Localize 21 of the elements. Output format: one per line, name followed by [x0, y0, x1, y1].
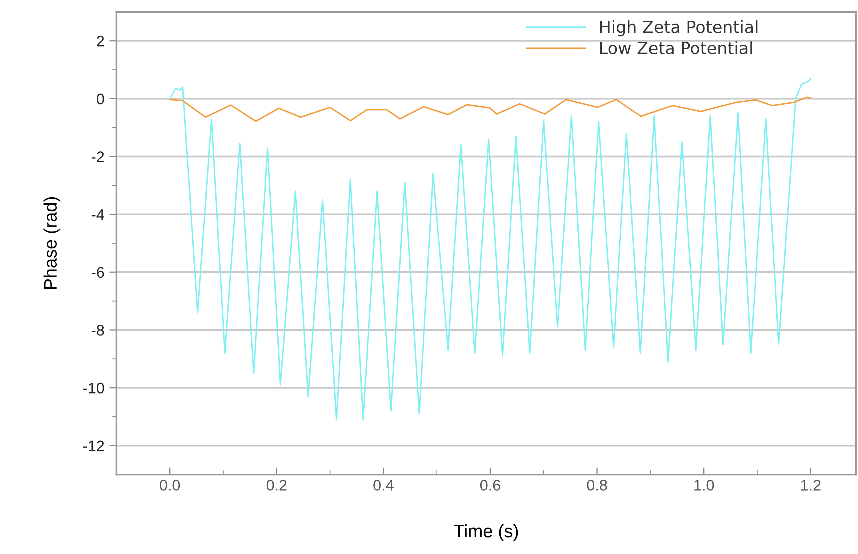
- x-tick-label: 1.2: [801, 480, 821, 491]
- y-tick-label: -8: [92, 325, 104, 336]
- x-tick-label: 0.6: [480, 480, 500, 491]
- y-tick-label: -12: [83, 440, 104, 452]
- x-tick-label: 0.8: [587, 480, 608, 491]
- line-series: [169, 78, 812, 421]
- y-axis-title: Phase (rad): [44, 197, 61, 290]
- x-axis-title: Time (s): [454, 524, 518, 542]
- legend-label: Low Zeta Potential: [600, 42, 752, 55]
- line-series: [169, 96, 812, 122]
- y-tick-label: -4: [92, 210, 104, 220]
- y-tick-label: -10: [83, 382, 104, 394]
- x-tick-label: 1.0: [694, 480, 714, 491]
- x-tick-label: 0.0: [160, 480, 180, 491]
- y-tick-label: 2: [97, 36, 104, 47]
- y-tick-label: -2: [92, 152, 104, 162]
- y-tick-label: 0: [96, 94, 104, 105]
- y-tick-label: -6: [92, 267, 104, 278]
- x-tick-label: 0.4: [374, 480, 394, 491]
- legend-label: High Zeta Potential: [600, 20, 758, 37]
- x-tick-label: 0.2: [266, 480, 287, 491]
